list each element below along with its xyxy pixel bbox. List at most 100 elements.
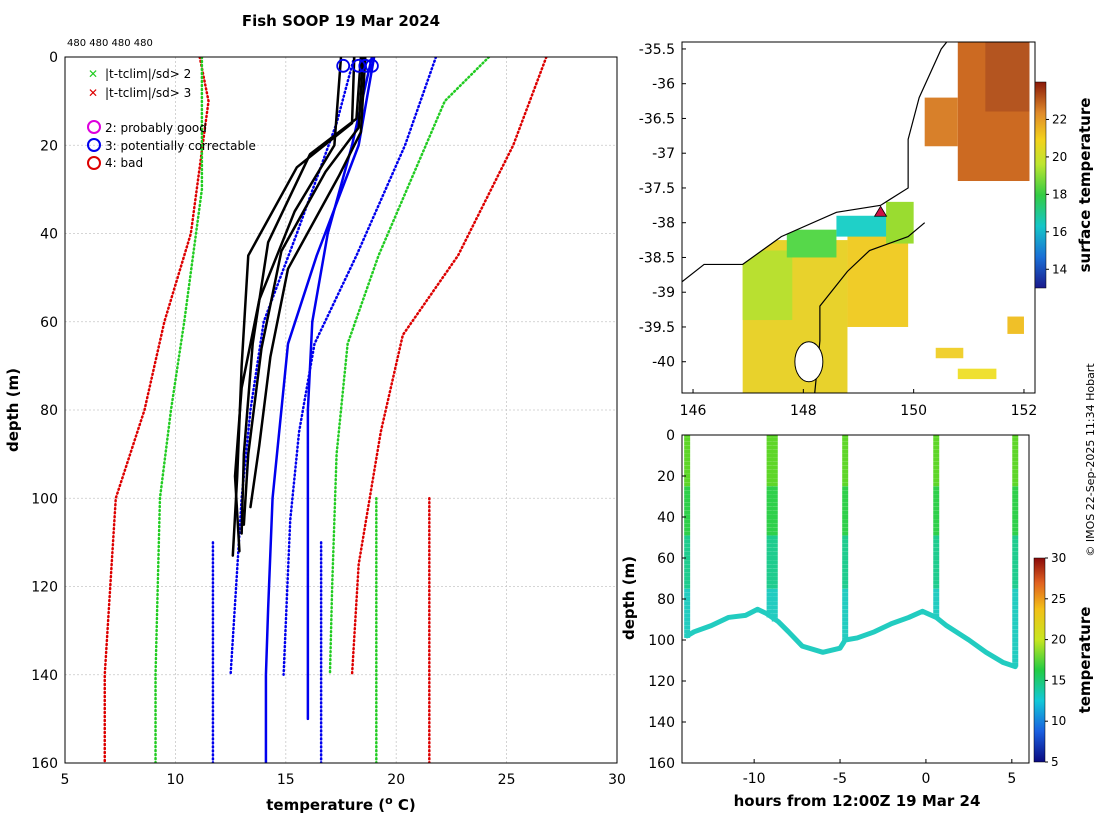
map-y-tick-label: -36 xyxy=(652,77,675,93)
ts-cast-point xyxy=(766,543,773,548)
ts-cast-point xyxy=(1012,474,1019,478)
ts-cast-point xyxy=(933,535,940,540)
ts-cast-point xyxy=(842,510,849,515)
temp-cb-tick-label: 30 xyxy=(1051,551,1066,565)
ts-cast-point xyxy=(842,592,849,597)
map-y-tick-label: -36.5 xyxy=(639,111,675,127)
ts-cast-point xyxy=(771,539,778,544)
temp-cb-tick-label: 10 xyxy=(1051,714,1066,728)
profile-ticks: 5 10 15 20 25 30 0 20 40 60 80 100 120 140 160 xyxy=(31,50,626,788)
ts-cast-point xyxy=(684,597,691,601)
ts-cast-point xyxy=(771,437,778,442)
qc-markers xyxy=(336,58,379,73)
ts-cast-point xyxy=(684,453,691,458)
ts-cast-point xyxy=(771,457,778,462)
ts-cast-point xyxy=(684,572,691,577)
legend-circle-magenta-icon xyxy=(87,120,101,134)
ts-cast-point xyxy=(933,453,940,458)
ts-cast-point xyxy=(771,613,778,618)
ts-cast-point xyxy=(1012,613,1019,618)
ts-cast-point xyxy=(771,580,778,585)
ts-cast-point xyxy=(842,572,849,577)
profile-line-clim--2sd xyxy=(154,57,204,763)
temp-colorbar xyxy=(1033,557,1046,763)
ts-cast-point xyxy=(771,547,778,552)
ts-cast-point xyxy=(933,531,940,536)
ts-cast-point xyxy=(684,592,691,597)
ts-cast-point xyxy=(933,576,940,581)
ts-cast-point xyxy=(842,435,849,437)
ts-cast-point xyxy=(842,437,849,442)
profile-plot: 5 10 15 20 25 30 0 20 40 60 80 100 120 140 160 tempera… xyxy=(4,50,626,814)
ts-cast-point xyxy=(1012,568,1019,573)
ts-cast-point xyxy=(1012,453,1019,458)
map-y-tick-label: -39.5 xyxy=(639,320,675,336)
ts-cast-point xyxy=(771,465,778,470)
ts-cast-point xyxy=(1012,625,1019,630)
x-tick-label: 25 xyxy=(498,772,516,788)
x-tick-label: 15 xyxy=(277,772,295,788)
ts-y-tick-label: 60 xyxy=(657,551,675,567)
ts-cast-point xyxy=(842,486,849,491)
sst-cell xyxy=(957,368,997,380)
ts-cast-point xyxy=(771,498,778,503)
ts-cast-point xyxy=(933,482,940,487)
ts-cast-point xyxy=(771,510,778,515)
legend-q2: 2: probably good xyxy=(105,121,207,135)
ts-cast-point xyxy=(766,494,773,499)
sst-cell xyxy=(935,347,964,359)
ts-cast-point xyxy=(766,592,773,597)
ts-cast-point xyxy=(766,486,773,491)
ts-cast-point xyxy=(933,457,940,462)
ts-cast-point xyxy=(1012,580,1019,585)
ts-cast-point xyxy=(766,449,773,454)
ts-cast-point xyxy=(1012,435,1019,437)
ts-cast-point xyxy=(771,441,778,446)
ts-cast-point xyxy=(1012,445,1019,450)
ts-cast-point xyxy=(771,588,778,593)
ts-cast-point xyxy=(684,605,691,610)
ts-cast-point xyxy=(684,564,691,569)
ts-cast-point xyxy=(842,543,849,548)
ts-cast-point xyxy=(771,461,778,466)
ts-cast-point xyxy=(684,576,691,581)
ts-cast-point xyxy=(933,584,940,589)
ts-y-axis-label: depth (m) xyxy=(620,556,638,640)
legend-q3: 3: potentially correctable xyxy=(105,139,256,153)
shelf-contour xyxy=(814,222,926,393)
ts-cast-point xyxy=(766,527,773,532)
ts-cast-point xyxy=(842,441,849,446)
ts-cast-point xyxy=(766,461,773,466)
qc-marker xyxy=(365,58,379,73)
profile-line-obs-2 xyxy=(240,57,363,535)
ts-cast-point xyxy=(1012,461,1019,466)
ts-cast-point xyxy=(933,469,940,474)
ts-cast-point xyxy=(684,601,691,606)
ts-cast-point xyxy=(842,547,849,552)
y-tick-label: 60 xyxy=(40,315,58,331)
ts-cast-point xyxy=(1012,642,1019,647)
ts-cast-point xyxy=(933,519,940,524)
ts-cast-point xyxy=(766,498,773,503)
ts-cast-point xyxy=(842,605,849,610)
ts-cast-point xyxy=(933,461,940,466)
ts-cast-point xyxy=(684,482,691,487)
ts-cast-point xyxy=(842,445,849,450)
ts-cast-point xyxy=(771,584,778,589)
ts-cast-point xyxy=(842,465,849,470)
ts-cast-point xyxy=(1012,576,1019,581)
legend-circle-red-icon xyxy=(87,156,101,170)
ts-cast-point xyxy=(933,498,940,503)
ts-y-tick-label: 100 xyxy=(648,633,675,649)
ts-cast-point xyxy=(1012,638,1019,642)
ts-cast-point xyxy=(933,478,940,483)
ts-cast-point xyxy=(842,457,849,462)
ts-cast-point xyxy=(771,494,778,499)
ts-cast-point xyxy=(933,527,940,532)
y-tick-label: 80 xyxy=(40,403,58,419)
ts-cast-point xyxy=(933,556,940,560)
ts-cast-point xyxy=(766,601,773,606)
ts-cast-point xyxy=(933,437,940,442)
map-x-tick-label: 150 xyxy=(900,403,927,419)
map-y-tick-label: -38.5 xyxy=(639,250,675,266)
